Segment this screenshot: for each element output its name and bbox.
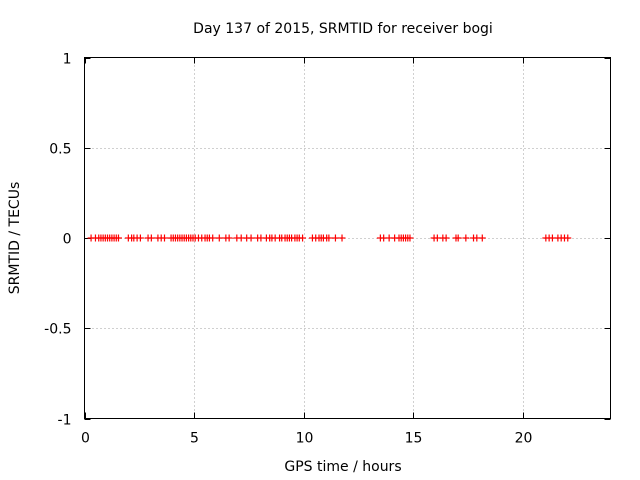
data-point: [209, 234, 217, 242]
data-point: [160, 234, 168, 242]
y-axis-label: SRMTID / TECUs: [7, 182, 23, 295]
data-point: [325, 234, 333, 242]
data-point: [442, 234, 450, 242]
data-point: [564, 234, 572, 242]
data-point: [406, 234, 414, 242]
chart-title: Day 137 of 2015, SRMTID for receiver bog…: [193, 21, 493, 37]
axis-ticks: [84, 57, 611, 420]
data-point: [247, 234, 255, 242]
data-point: [462, 234, 470, 242]
data-point: [114, 234, 122, 242]
data-point: [225, 234, 233, 242]
data-point: [478, 234, 486, 242]
data-point: [331, 234, 339, 242]
x-tick-label: 20: [515, 431, 533, 447]
y-tick-label: -1: [58, 413, 72, 429]
data-point: [136, 234, 144, 242]
x-tick-label: 10: [296, 431, 314, 447]
y-tick-labels: 1 0.5 0 -0.5 -1: [44, 52, 71, 429]
data-point: [299, 234, 307, 242]
x-tick-label: 0: [81, 431, 90, 447]
data-point: [454, 234, 462, 242]
x-tick-label: 5: [190, 431, 199, 447]
y-tick-label: 0.5: [49, 142, 71, 158]
data-point: [338, 234, 346, 242]
data-points: [87, 234, 572, 242]
y-tick-label: 1: [63, 52, 72, 68]
y-tick-label: -0.5: [44, 322, 71, 338]
data-point: [147, 234, 155, 242]
x-tick-label: 15: [405, 431, 423, 447]
x-axis-label: GPS time / hours: [284, 459, 401, 475]
y-tick-label: 0: [63, 232, 72, 248]
x-tick-labels: 0 5 10 15 20: [81, 431, 532, 447]
data-point: [215, 234, 223, 242]
